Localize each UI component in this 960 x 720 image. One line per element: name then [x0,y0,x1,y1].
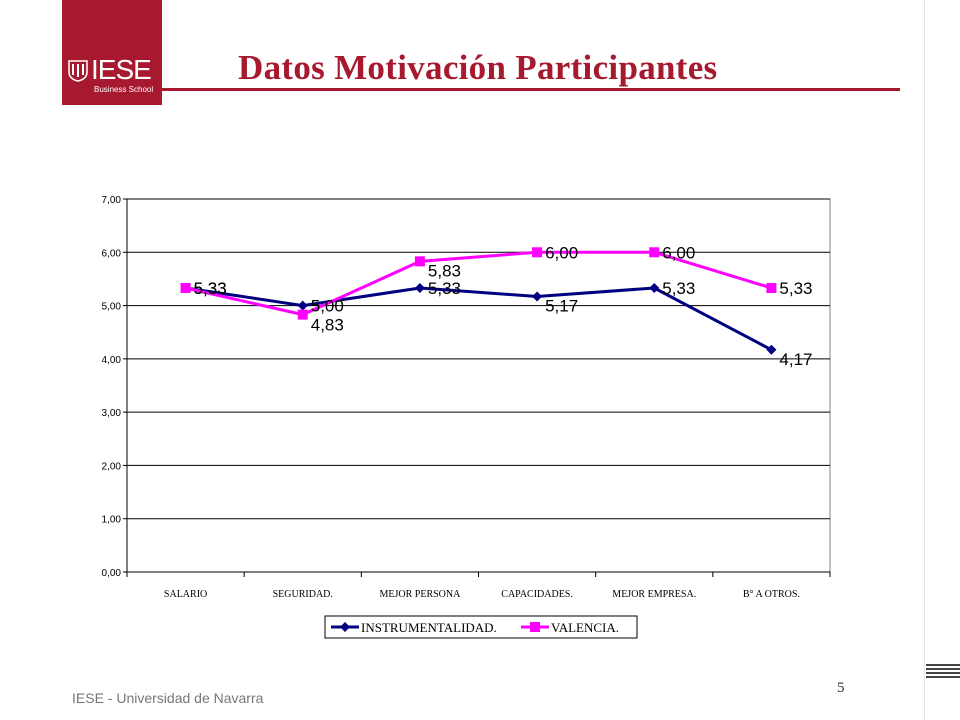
y-tick-label: 5,00 [102,302,122,313]
data-point [649,247,660,258]
corner-lines-icon [926,664,960,682]
x-tick-label: MEJOR PERSONA [379,589,461,600]
data-label: 5,33 [428,279,461,298]
data-point [297,300,308,311]
data-label: 6,00 [545,243,578,262]
y-tick-label: 4,00 [102,355,122,366]
data-point [532,291,543,302]
data-label: 5,17 [545,297,578,316]
data-point [649,282,660,293]
legend-marker [530,622,540,632]
x-tick-label: CAPACIDADES. [501,589,573,600]
y-tick-label: 2,00 [102,461,122,472]
logo-brand: IESE [91,54,152,85]
x-tick-label: SEGURIDAD. [273,589,333,600]
data-label: 5,33 [662,279,695,298]
logo-subtitle: Business School [94,85,154,94]
legend-label: INSTRUMENTALIDAD. [361,620,497,635]
data-label: 5,33 [194,279,227,298]
x-tick-label: MEJOR EMPRESA. [612,589,696,600]
data-label: 4,83 [311,316,344,335]
y-tick-label: 0,00 [102,568,122,579]
series-line-instrumentalidad [185,286,773,352]
data-point [180,282,191,293]
data-label: 5,83 [428,261,461,280]
data-label: 6,00 [662,243,695,262]
data-label: 5,00 [311,297,344,316]
legend-box [324,615,638,639]
page-number: 5 [837,680,845,696]
y-tick-label: 3,00 [102,408,122,419]
legend-label: VALENCIA. [551,620,619,635]
data-point [766,344,777,355]
data-point [414,256,425,267]
series-layer [180,247,777,355]
title-rule [162,88,900,91]
iese-logo: IESE Business School [62,0,162,105]
legend-marker [340,622,350,632]
axis-layer: 0,00 1,00 2,00 3,00 4,00 5,00 6,00 7,00 SALARIO S… [102,195,831,600]
y-tick-label: 7,00 [102,195,122,206]
data-label: 4,17 [779,350,812,369]
series-line-valencia [185,250,772,317]
data-label-layer: 5,33 5,00 5,33 5,17 5,33 4,17 5,33 4,83 5,83 6,00… [194,243,813,369]
legend: INSTRUMENTALIDAD. VALENCIA. [324,615,638,639]
page-title: Datos Motivación Participantes [238,48,718,87]
y-tick-label: 1,00 [102,515,122,526]
x-tick-label: SALARIO [164,589,207,600]
slide-edge [924,0,925,720]
x-tick-label: B° A OTROS. [743,589,800,600]
data-label: 5,33 [194,279,227,298]
plot-area [126,198,831,573]
footer-text: IESE - Universidad de Navarra [72,690,264,706]
data-point [532,247,543,258]
data-point [414,282,425,293]
data-point [297,309,308,320]
iese-crest-icon [68,60,88,82]
y-tick-label: 6,00 [102,248,122,259]
data-label: 5,33 [779,279,812,298]
data-point [766,282,777,293]
